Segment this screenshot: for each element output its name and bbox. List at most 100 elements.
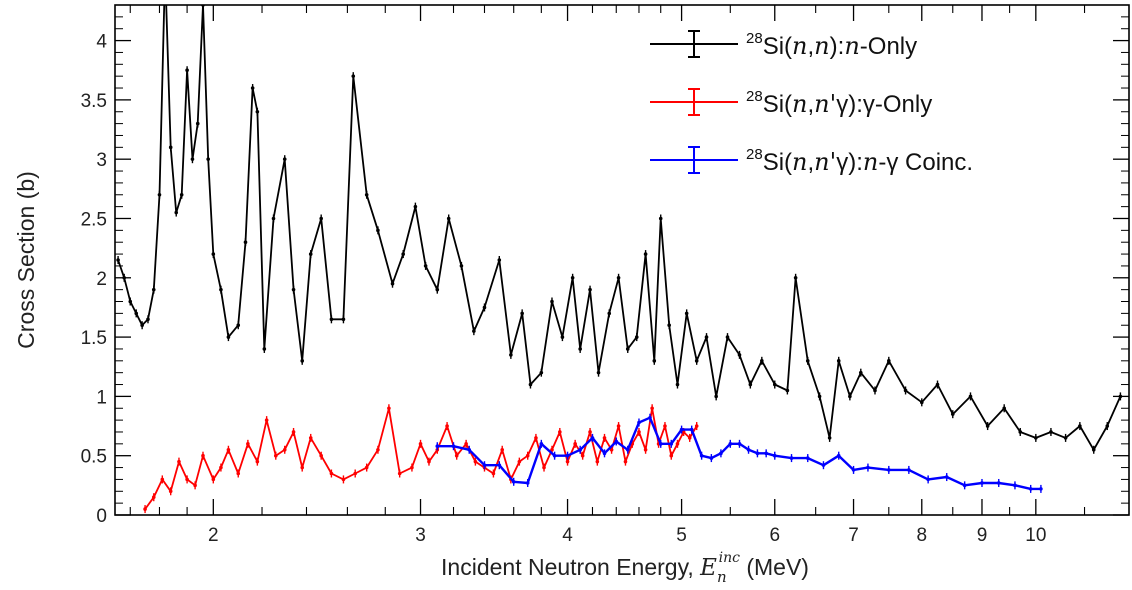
data-point [704, 335, 709, 339]
data-point [497, 463, 502, 467]
data-point [887, 359, 891, 363]
y-tick-label: 3.5 [81, 91, 107, 112]
data-point [464, 442, 468, 446]
data-point [264, 418, 269, 422]
data-point [140, 323, 144, 328]
data-point [669, 442, 674, 446]
data-point [236, 323, 241, 328]
x-axis-title-main: Incident Neutron Energy, [441, 554, 700, 580]
data-point [319, 216, 323, 221]
y-tick-label: 0.5 [81, 447, 107, 468]
data-point [497, 258, 502, 262]
data-point [1028, 487, 1033, 491]
data-point [675, 442, 680, 446]
data-point [528, 382, 533, 387]
data-point [805, 456, 810, 460]
data-point [473, 459, 478, 464]
data-point [219, 287, 223, 292]
data-point [836, 453, 841, 458]
data-point [681, 430, 686, 434]
data-point [968, 394, 973, 399]
data-point [341, 317, 346, 322]
data-point [418, 442, 423, 446]
data-point [329, 471, 334, 476]
data-point [211, 252, 216, 256]
data-point [482, 305, 487, 310]
legend-text-part: n [792, 32, 807, 60]
legend-text-part: n [792, 90, 807, 118]
data-point [694, 359, 699, 363]
data-point [151, 287, 156, 292]
data-point [319, 453, 323, 458]
data-point [1034, 436, 1038, 440]
data-point [602, 436, 607, 440]
plot-area [116, 5, 1123, 514]
data-point [1063, 436, 1068, 440]
x-tick-label: 4 [562, 525, 573, 546]
data-point [467, 447, 472, 452]
data-point [588, 287, 592, 292]
data-point [858, 370, 863, 375]
y-tick-label: 2 [96, 269, 107, 290]
legend-text-part: γ [836, 149, 848, 176]
data-point [926, 477, 930, 482]
data-point [517, 459, 522, 464]
data-point [1105, 424, 1110, 428]
data-point [509, 353, 513, 357]
data-point [827, 436, 832, 440]
data-point [390, 281, 395, 286]
data-point [689, 427, 694, 432]
data-point [728, 442, 733, 446]
data-point [255, 109, 260, 114]
data-point [308, 436, 313, 440]
legend-text-part: n [863, 148, 878, 176]
data-point [789, 456, 794, 460]
data-point [919, 400, 924, 405]
data-point [725, 335, 730, 339]
series-line-2 [437, 416, 1041, 491]
data-point [243, 240, 248, 245]
data-point [134, 311, 139, 316]
data-point [255, 459, 260, 464]
data-point [648, 415, 652, 420]
data-point [435, 444, 440, 449]
data-point [1039, 487, 1043, 491]
data-point [719, 451, 723, 456]
data-point [578, 447, 582, 452]
data-point [308, 252, 313, 256]
data-point [525, 481, 530, 485]
legend-text-part: n [814, 32, 829, 60]
data-point [848, 394, 852, 399]
data-point [427, 459, 431, 464]
legend-text-part: ): [830, 33, 845, 60]
legend-superscript: 28 [746, 30, 763, 47]
data-point [445, 424, 449, 428]
data-point [364, 465, 369, 470]
data-point [282, 447, 287, 452]
data-point [985, 424, 990, 428]
data-point [687, 436, 692, 440]
data-point [539, 370, 544, 375]
series-layer [116, 5, 1123, 514]
data-point [525, 453, 530, 458]
data-point [596, 370, 601, 375]
data-point [236, 471, 241, 476]
data-point [573, 442, 577, 446]
legend-text-part: n' [814, 90, 836, 118]
data-point [578, 347, 582, 351]
x-axis-title-unit: (MeV) [740, 554, 809, 580]
data-point [950, 412, 955, 416]
data-point [560, 335, 565, 339]
plot-background [115, 5, 1132, 515]
x-tick-label: 2 [208, 525, 219, 546]
data-point [669, 453, 674, 458]
data-point [435, 287, 440, 292]
data-point [1018, 430, 1023, 434]
data-point [873, 388, 877, 393]
data-point [935, 382, 940, 387]
data-point [746, 447, 751, 452]
data-point [128, 299, 133, 304]
y-tick-label: 1.5 [81, 328, 107, 349]
data-point [410, 465, 414, 470]
x-tick-label: 10 [1025, 525, 1046, 546]
